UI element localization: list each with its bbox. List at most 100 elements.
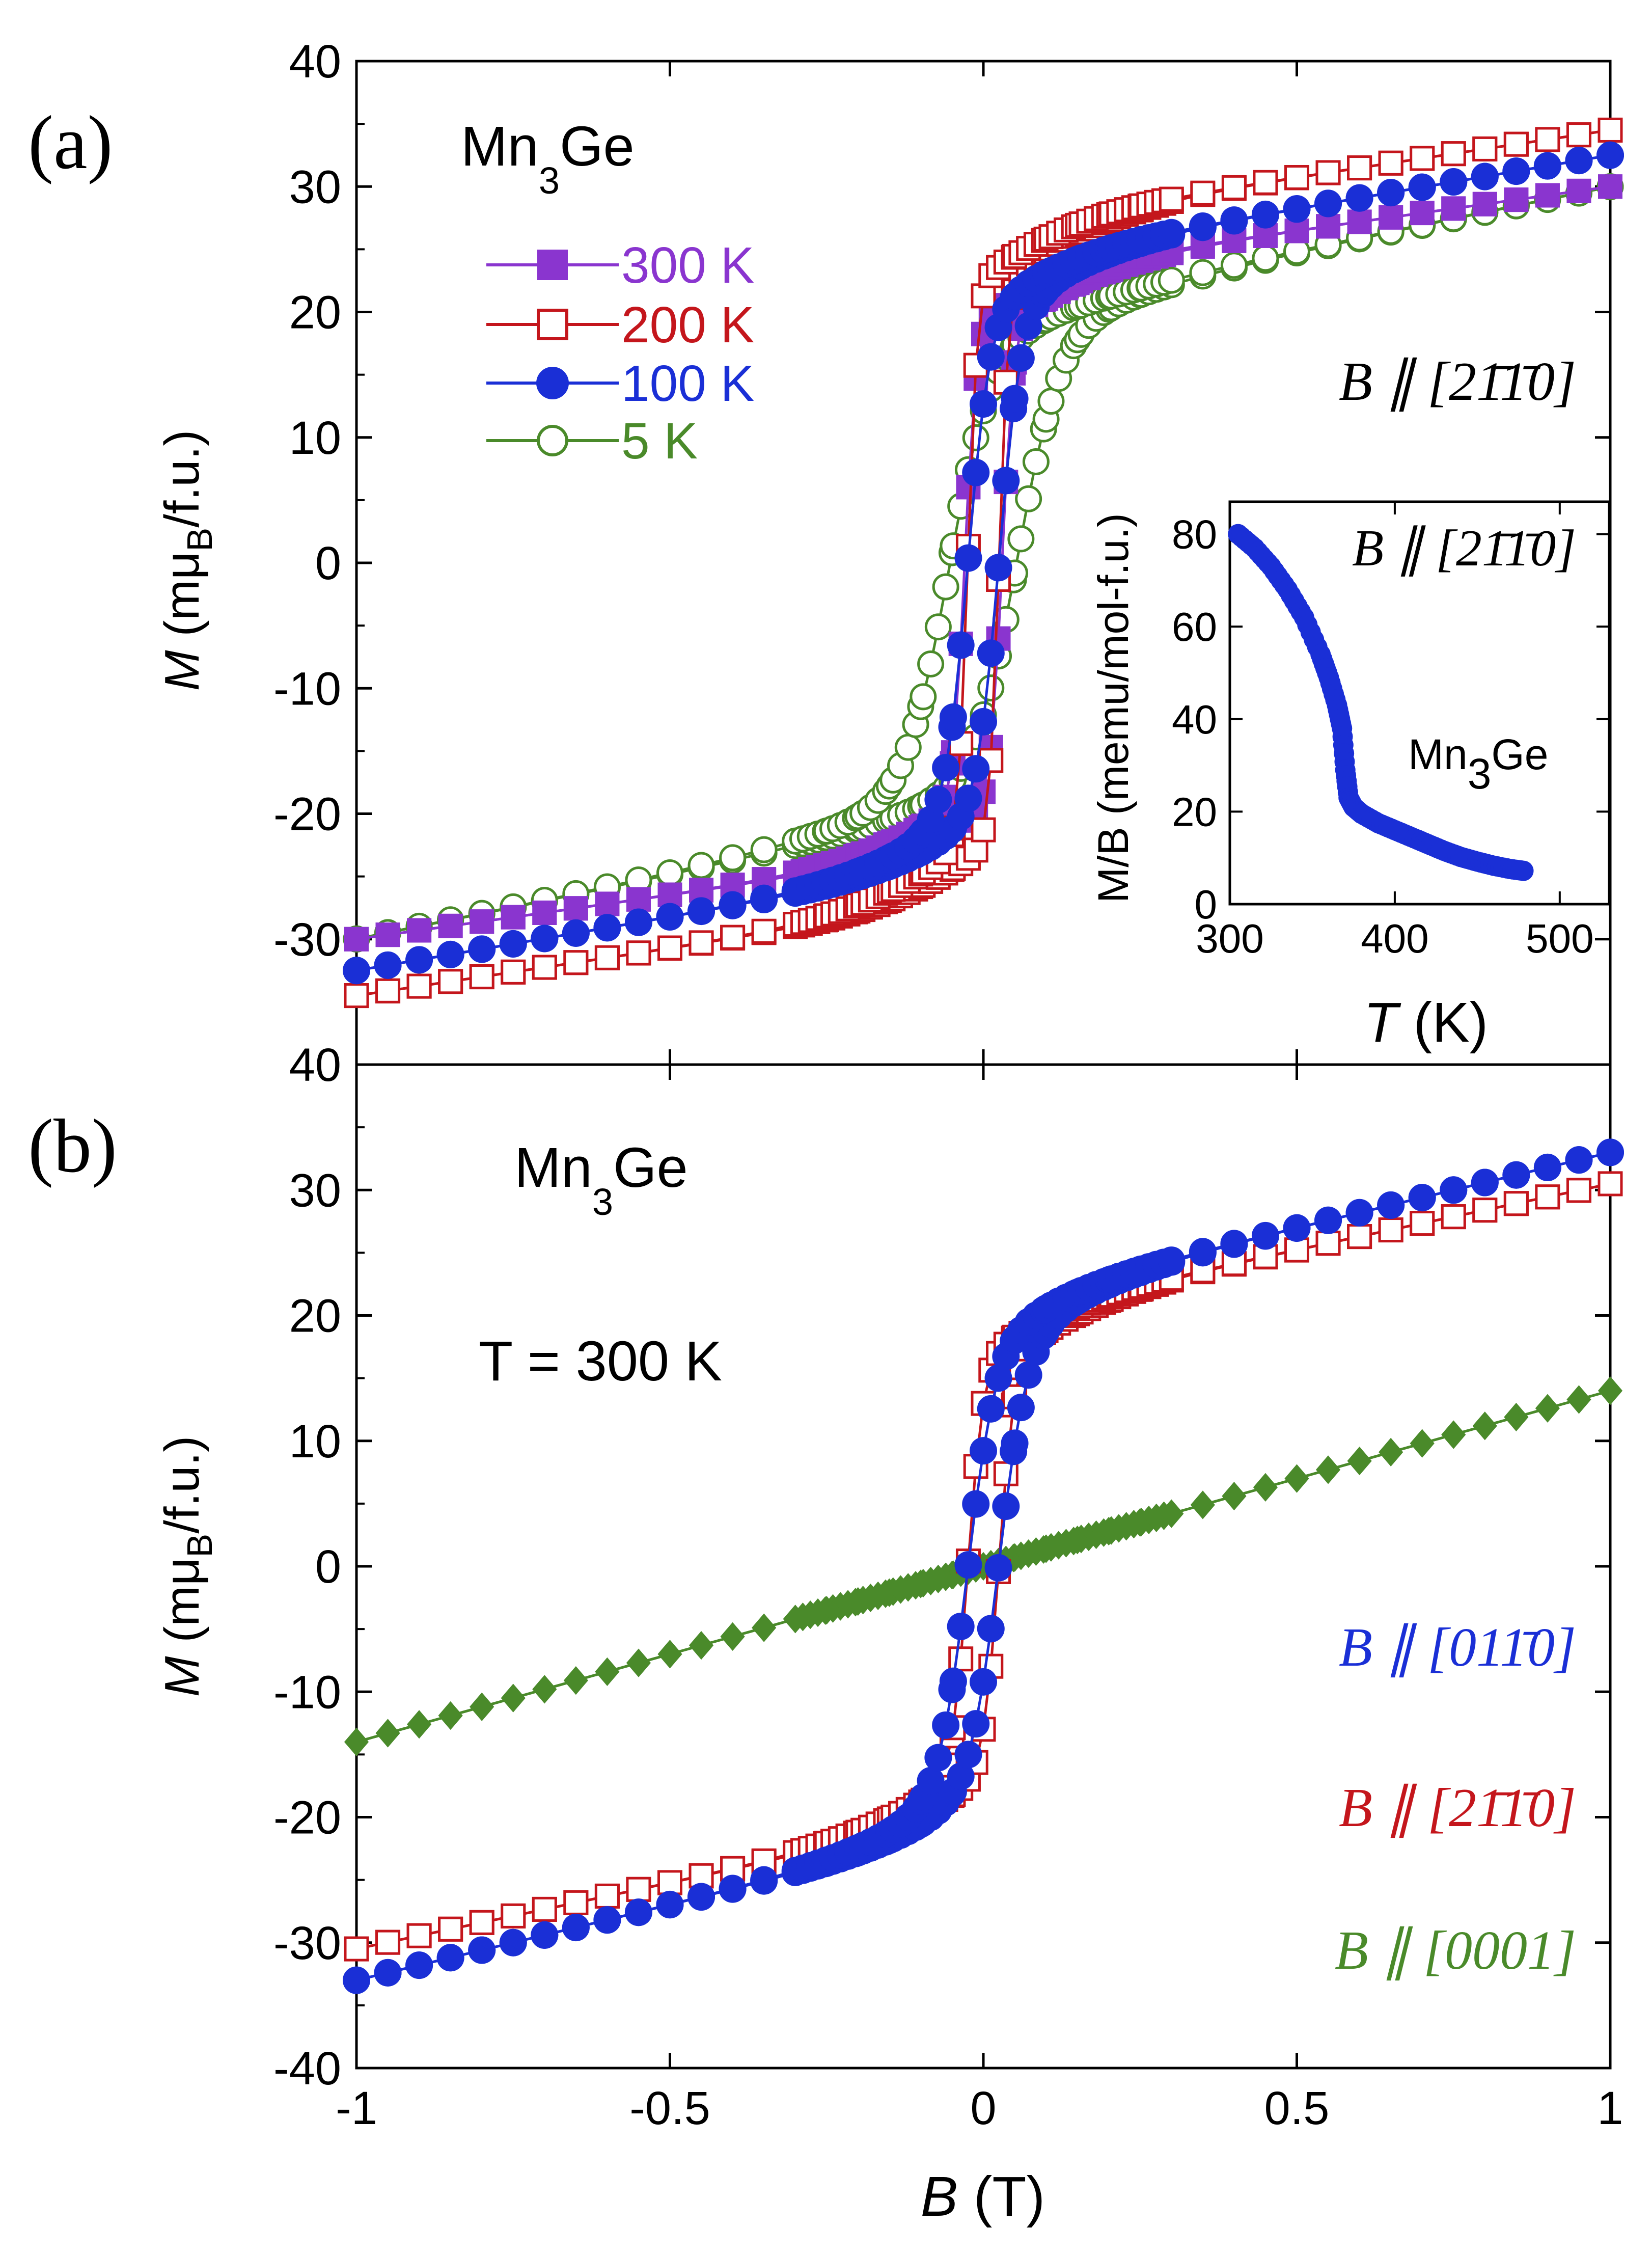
data-point [1596,141,1624,169]
b-ytick-label: 30 [289,1164,341,1216]
data-point [719,1874,747,1903]
data-point [939,1667,967,1695]
data-point [1345,1199,1373,1227]
inset-sample-label: Mn3Ge [1408,730,1548,798]
data-point [687,852,715,879]
data-point [562,919,590,947]
data-point [971,283,996,309]
data-point [1314,1206,1342,1234]
data-point [993,1461,1018,1486]
b-xtick-label: -0.5 [629,2082,710,2134]
data-point [719,891,747,919]
inset-ytick-label: 40 [1172,697,1217,742]
data-point [593,914,621,942]
data-point [375,1930,401,1955]
data-point [910,683,937,711]
data-point [992,1492,1020,1520]
data-point [532,955,557,980]
data-point [657,882,682,907]
data-point [948,1646,974,1672]
data-point [1159,1499,1184,1528]
inset-xtick-label: 300 [1196,916,1263,961]
inset-xtick-label: 400 [1361,916,1428,961]
data-point [438,969,463,994]
data-point [626,940,651,966]
panel-a-ylabel: M (mμB/f.u.) [155,430,219,691]
data-point [1410,146,1435,171]
data-point [917,1767,945,1795]
panel-a-sample-label: Mn3Ge [461,115,635,202]
data-point [924,785,952,813]
b-ytick-label: -10 [273,1666,341,1718]
legend-marker-200k [537,309,568,340]
inset-ytick-label: 20 [1172,789,1217,834]
data-point [1284,165,1309,190]
data-point [1535,1184,1560,1210]
data-point [626,887,651,912]
data-point [470,1692,494,1721]
data-point [470,909,494,934]
data-point [1189,259,1217,286]
data-point [1533,152,1561,180]
data-point [962,1490,990,1518]
inset-data-point [1513,860,1534,881]
a-ytick-label: 40 [289,36,341,88]
inset-series [1228,524,1534,881]
data-point [438,1701,463,1730]
data-point [1533,1153,1561,1181]
data-point [407,1710,432,1739]
data-point [894,733,922,761]
panel-b-temperature-label: T = 300 K [479,1330,722,1393]
data-point [1189,1238,1217,1266]
data-point [375,922,400,947]
data-point [689,1631,714,1660]
data-point [657,1640,682,1669]
data-point [924,1744,952,1772]
data-point [1007,344,1035,372]
data-point [436,940,464,968]
data-point [344,983,369,1009]
data-point [1377,179,1405,207]
data-point [1316,1455,1341,1484]
data-point [1379,205,1403,230]
panel-a-letter: (a) [28,100,113,185]
data-point [343,1966,370,1994]
data-point [344,1727,369,1756]
legend-item-200k: 200 K [486,296,754,354]
data-point [1598,1171,1623,1197]
data-point [1190,1490,1215,1519]
data-point [1189,212,1217,240]
a-ytick-label: 10 [289,412,341,464]
panel-b-ticks: -40 -30 -20 -10 0 10 20 30 40 -1 -0.5 0 0.5 1 [273,1039,1623,2134]
data-point [1037,388,1065,415]
data-point [1377,1191,1405,1219]
data-point [1596,1138,1624,1166]
data-point [563,1890,589,1915]
data-point [438,1916,463,1942]
data-point [1221,175,1247,200]
data-point [1598,117,1623,143]
data-point [977,674,1005,702]
data-point [1315,160,1341,185]
data-point [1502,1161,1530,1189]
data-point [932,1711,960,1739]
inset-frame [1228,500,1611,906]
data-point [752,1613,777,1642]
data-point [1251,200,1279,228]
data-point [1347,1447,1372,1476]
data-point [656,903,684,931]
data-point [1566,1178,1591,1203]
data-point [1284,1237,1309,1263]
data-point [1283,1214,1311,1242]
data-point [947,631,975,659]
legend-marker-300k [537,250,568,280]
data-point [563,1666,588,1695]
data-point [405,1951,433,1979]
data-point [750,1866,778,1894]
legend-item-300k: 300 K [486,237,754,294]
data-point [954,544,982,572]
data-point [374,951,402,979]
data-point [438,913,463,938]
data-point [563,896,588,921]
